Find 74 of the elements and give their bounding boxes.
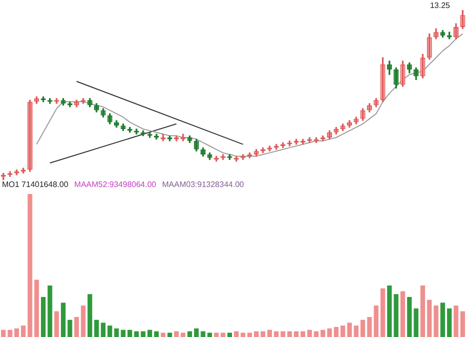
- bar: [300, 331, 306, 337]
- bar: [114, 328, 119, 337]
- bar: [180, 332, 186, 337]
- bar: [247, 332, 252, 337]
- annotation: MAAM52:93498064.00: [74, 180, 156, 189]
- bar: [267, 330, 272, 337]
- bar: [460, 311, 465, 337]
- bar: [160, 332, 166, 337]
- bar: [108, 326, 112, 337]
- bar: [414, 308, 418, 337]
- bar: [360, 320, 366, 337]
- bar: [68, 320, 72, 337]
- bar: [14, 328, 19, 337]
- bar: [234, 331, 239, 337]
- bar: [134, 331, 139, 337]
- annotation: MO1 71401648.00: [2, 180, 68, 189]
- bar: [294, 331, 299, 337]
- bar: [40, 296, 46, 337]
- bar: [8, 330, 12, 337]
- bar: [1, 330, 6, 337]
- bar: [427, 300, 432, 337]
- bar: [400, 291, 406, 337]
- bar: [347, 322, 352, 337]
- bar: [240, 332, 246, 337]
- bar: [260, 331, 266, 337]
- bar: [407, 296, 412, 337]
- bar: [60, 302, 66, 337]
- bar: [227, 332, 232, 337]
- bar: [20, 326, 26, 337]
- bar: [367, 316, 372, 337]
- bar: [334, 326, 339, 337]
- bar: [394, 294, 398, 337]
- bar: [274, 331, 279, 337]
- bar: [154, 331, 159, 337]
- bar: [88, 294, 92, 337]
- bar: [200, 331, 206, 337]
- bar: [34, 280, 39, 337]
- bar: [280, 331, 286, 337]
- bar: [147, 330, 152, 337]
- bar: [447, 308, 452, 337]
- bar: [434, 306, 438, 337]
- bar: [440, 302, 446, 337]
- annotation: 13.25: [430, 1, 450, 10]
- bar: [120, 330, 126, 337]
- bar: [187, 331, 192, 337]
- bar: [420, 286, 426, 337]
- bar: [387, 286, 392, 337]
- bar: [314, 331, 319, 337]
- bar: [287, 331, 292, 337]
- bar: [340, 326, 346, 337]
- bar: [254, 331, 259, 337]
- bar: [80, 306, 86, 337]
- bar: [327, 328, 332, 337]
- bar: [48, 286, 52, 337]
- bar: [140, 331, 146, 337]
- bar: [194, 328, 199, 337]
- bar: [94, 320, 99, 337]
- bar: [307, 330, 312, 337]
- bar: [380, 288, 386, 337]
- bar: [320, 330, 326, 337]
- bar: [74, 316, 79, 337]
- bar: [174, 331, 179, 337]
- bar: [214, 332, 219, 337]
- bar: [100, 322, 106, 337]
- bar: [127, 330, 132, 337]
- bar: [374, 306, 378, 337]
- bar: [220, 332, 226, 337]
- bar: [354, 326, 358, 337]
- annotation: MAAM03:91328344.00: [162, 180, 244, 189]
- bar: [207, 332, 212, 337]
- bar: [167, 332, 172, 337]
- bar: [454, 306, 458, 337]
- bar: [28, 194, 32, 337]
- bar: [54, 311, 59, 337]
